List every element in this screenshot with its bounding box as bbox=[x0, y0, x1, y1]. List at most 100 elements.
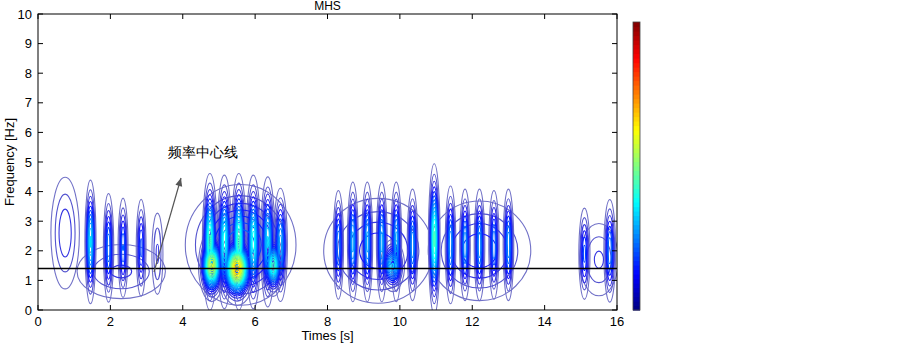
contour-line bbox=[407, 189, 418, 301]
contour-line bbox=[493, 231, 496, 259]
contour-line bbox=[445, 186, 456, 304]
contour-line bbox=[336, 225, 340, 265]
contour-line bbox=[88, 211, 94, 274]
colorbar-cell bbox=[633, 112, 640, 117]
contour-line bbox=[476, 205, 483, 284]
y-tick bbox=[38, 191, 43, 192]
contour-line bbox=[208, 255, 216, 276]
colorbar-cell bbox=[633, 283, 640, 288]
contour-line bbox=[411, 232, 413, 257]
contour-line bbox=[504, 199, 513, 291]
colorbar-cell bbox=[633, 184, 640, 189]
contour-line bbox=[376, 182, 387, 302]
x-tick bbox=[399, 14, 400, 19]
contour-line bbox=[336, 219, 341, 271]
contour-line bbox=[123, 245, 124, 250]
colorbar-cell bbox=[633, 211, 640, 216]
x-tick bbox=[110, 14, 111, 19]
contour-line bbox=[365, 215, 370, 270]
y-tick-label: 3 bbox=[25, 214, 32, 229]
contour-line bbox=[221, 213, 227, 270]
contour-line bbox=[409, 205, 416, 284]
contour-line bbox=[448, 215, 453, 276]
contour-line bbox=[107, 228, 111, 268]
title: MHS bbox=[314, 0, 341, 13]
contour-line bbox=[207, 254, 216, 278]
y-tick bbox=[38, 132, 43, 133]
contour-line bbox=[118, 198, 128, 297]
colorbar-cell bbox=[633, 279, 640, 284]
colorbar-cell bbox=[633, 207, 640, 212]
contour-line bbox=[506, 216, 511, 274]
contours bbox=[38, 164, 617, 310]
x-tick bbox=[327, 14, 328, 19]
contour-line bbox=[154, 228, 161, 280]
x-tick-label: 8 bbox=[324, 314, 331, 329]
contour-line bbox=[252, 231, 254, 252]
contour-line bbox=[252, 226, 256, 259]
contour-line bbox=[270, 256, 276, 276]
colorbar-cell bbox=[633, 216, 640, 221]
colorbar-cell bbox=[633, 31, 640, 36]
plot-frame bbox=[38, 14, 617, 310]
contour-line bbox=[152, 213, 163, 294]
colorbar-cell bbox=[633, 99, 640, 104]
colorbar-cell bbox=[633, 189, 640, 194]
contour-line bbox=[379, 210, 385, 274]
contour-line bbox=[390, 260, 395, 271]
contour-line bbox=[350, 210, 356, 274]
contour-line bbox=[107, 234, 110, 262]
contour-line bbox=[352, 232, 354, 252]
contour-line bbox=[448, 220, 453, 270]
colorbar-cell bbox=[633, 148, 640, 153]
colorbar-cell bbox=[633, 252, 640, 257]
x-tick bbox=[182, 14, 183, 19]
contour-line bbox=[381, 232, 383, 252]
y-tick bbox=[612, 250, 617, 251]
y-tick bbox=[612, 43, 617, 44]
colorbar-cell bbox=[633, 45, 640, 50]
colorbar-cell bbox=[633, 265, 640, 270]
x-tick-label: 12 bbox=[465, 314, 479, 329]
contour-line bbox=[447, 209, 453, 280]
contour-line bbox=[249, 205, 257, 278]
contour-line bbox=[492, 225, 496, 265]
contour-line bbox=[463, 226, 467, 263]
colorbar-frame bbox=[633, 22, 640, 310]
contour-line bbox=[222, 221, 227, 263]
contour-line bbox=[506, 221, 511, 269]
contour-line bbox=[208, 229, 211, 256]
contour-line bbox=[477, 216, 482, 274]
contour-line bbox=[122, 234, 125, 262]
x-axis-label: Times [s] bbox=[301, 328, 353, 343]
y-tick bbox=[612, 73, 617, 74]
contour-line bbox=[432, 204, 437, 275]
y-tick-label: 10 bbox=[18, 7, 32, 22]
contour-line bbox=[378, 199, 386, 285]
contour-line bbox=[269, 253, 277, 279]
y-tick bbox=[38, 250, 43, 251]
contour-line bbox=[583, 245, 585, 262]
colorbar-cell bbox=[633, 157, 640, 162]
x-tick bbox=[255, 14, 256, 19]
contour-line bbox=[137, 209, 145, 286]
colorbar-cell bbox=[633, 234, 640, 239]
contour-line bbox=[278, 224, 283, 266]
contour-line bbox=[490, 208, 497, 283]
contour-line bbox=[211, 263, 213, 267]
contour-line bbox=[223, 231, 225, 252]
x-tick bbox=[255, 305, 256, 310]
contour-line bbox=[206, 251, 217, 280]
contour-line bbox=[87, 206, 93, 277]
contour-line bbox=[410, 216, 415, 274]
contour-line bbox=[271, 258, 276, 274]
contour-line bbox=[431, 200, 437, 278]
contour-line bbox=[251, 221, 256, 263]
colorbar-cell bbox=[633, 130, 640, 135]
contour-line bbox=[431, 192, 438, 287]
contour-line bbox=[477, 221, 482, 269]
contour-line bbox=[140, 239, 142, 257]
contour-line bbox=[89, 223, 92, 260]
contour-line bbox=[337, 231, 340, 259]
colorbar-cell bbox=[633, 274, 640, 279]
